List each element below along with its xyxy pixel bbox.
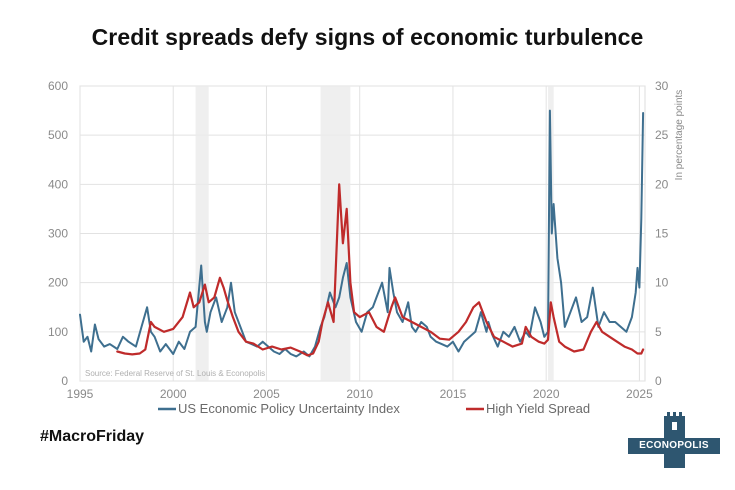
x-tick-label: 2015 bbox=[440, 387, 467, 401]
series-lines bbox=[79, 109, 645, 358]
hy-spread-series-line bbox=[116, 183, 645, 357]
x-tick-label: 1995 bbox=[67, 387, 94, 401]
legend-hy-spread-label: High Yield Spread bbox=[486, 401, 590, 416]
tower-icon bbox=[664, 412, 685, 438]
econopolis-logo: ECONOPOLIS bbox=[628, 410, 720, 470]
legend: US Economic Policy Uncertainty Index High… bbox=[158, 401, 590, 416]
y-left-tick-label: 200 bbox=[48, 276, 68, 290]
y-left-tick-label: 400 bbox=[48, 177, 68, 191]
y-left-tick-label: 0 bbox=[61, 374, 68, 388]
y-left-tick-label: 600 bbox=[48, 79, 68, 93]
x-tick-label: 2000 bbox=[160, 387, 187, 401]
logo-base bbox=[664, 454, 685, 468]
chart-title: Credit spreads defy signs of economic tu… bbox=[91, 24, 644, 50]
logo-text: ECONOPOLIS bbox=[628, 438, 720, 454]
x-tick-label: 2010 bbox=[346, 387, 373, 401]
x-tick-label: 2005 bbox=[253, 387, 280, 401]
y-right-tick-label: 10 bbox=[655, 276, 669, 290]
recession-band bbox=[195, 86, 209, 381]
source-note: Source: Federal Reserve of St. Louis & E… bbox=[85, 369, 265, 378]
epu-series-line bbox=[79, 109, 645, 358]
y-left-tick-label: 500 bbox=[48, 128, 68, 142]
grid bbox=[79, 85, 646, 382]
y-left-tick-label: 100 bbox=[48, 325, 68, 339]
y-left-tick-label: 300 bbox=[48, 227, 68, 241]
y-right-tick-label: 5 bbox=[655, 325, 662, 339]
right-axis-label: In percentage points bbox=[674, 90, 685, 181]
y-right-tick-label: 0 bbox=[655, 374, 662, 388]
legend-epu-label: US Economic Policy Uncertainty Index bbox=[178, 401, 400, 416]
y-right-tick-label: 30 bbox=[655, 79, 669, 93]
hashtag: #MacroFriday bbox=[40, 428, 145, 445]
y-right-tick-label: 15 bbox=[655, 227, 669, 241]
x-tick-label: 2025 bbox=[626, 387, 653, 401]
recession-band bbox=[320, 86, 351, 381]
y-right-tick-label: 25 bbox=[655, 128, 669, 142]
x-tick-label: 2020 bbox=[533, 387, 560, 401]
y-right-tick-label: 20 bbox=[655, 177, 669, 191]
